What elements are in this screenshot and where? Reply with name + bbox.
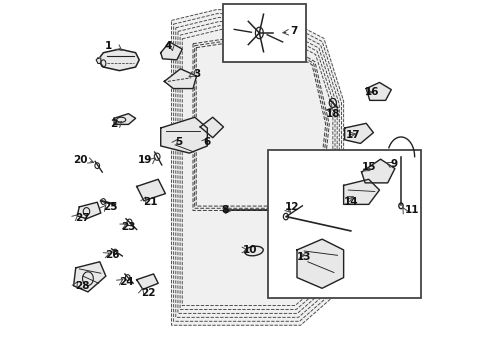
- Text: 13: 13: [297, 252, 312, 262]
- Polygon shape: [96, 58, 101, 63]
- Polygon shape: [114, 114, 136, 125]
- Text: 22: 22: [141, 288, 155, 298]
- Text: 3: 3: [193, 69, 200, 79]
- Polygon shape: [344, 123, 373, 143]
- Text: 28: 28: [74, 281, 89, 291]
- Text: 20: 20: [73, 155, 87, 165]
- Polygon shape: [297, 239, 343, 288]
- Text: 4: 4: [164, 41, 171, 50]
- Text: 5: 5: [175, 138, 182, 147]
- Text: 6: 6: [204, 138, 211, 147]
- Text: 8: 8: [221, 206, 229, 216]
- Polygon shape: [366, 82, 392, 100]
- Text: 12: 12: [285, 202, 299, 212]
- Text: 23: 23: [122, 222, 136, 231]
- Text: 2: 2: [110, 120, 118, 129]
- Polygon shape: [200, 117, 223, 138]
- Text: 9: 9: [390, 159, 397, 169]
- Text: 27: 27: [74, 213, 89, 222]
- Polygon shape: [161, 117, 207, 153]
- Text: 15: 15: [362, 162, 376, 172]
- Text: 1: 1: [105, 41, 112, 50]
- Polygon shape: [164, 69, 196, 89]
- Bar: [223, 4, 306, 62]
- Polygon shape: [137, 179, 166, 201]
- Text: 24: 24: [120, 277, 134, 287]
- Text: 25: 25: [103, 202, 118, 212]
- Polygon shape: [343, 179, 379, 204]
- Polygon shape: [362, 159, 395, 183]
- Text: 7: 7: [290, 26, 297, 36]
- Polygon shape: [98, 49, 139, 71]
- Polygon shape: [77, 202, 101, 219]
- Polygon shape: [172, 10, 343, 325]
- Polygon shape: [137, 274, 158, 289]
- Text: 17: 17: [345, 130, 360, 140]
- Text: 10: 10: [243, 245, 258, 255]
- Text: 14: 14: [343, 197, 358, 207]
- Bar: [269, 149, 421, 298]
- Text: 26: 26: [105, 250, 120, 260]
- Text: 11: 11: [405, 206, 419, 216]
- Text: 21: 21: [143, 197, 157, 207]
- Text: 16: 16: [365, 87, 380, 97]
- Polygon shape: [74, 262, 106, 292]
- Polygon shape: [161, 42, 182, 60]
- Text: 18: 18: [326, 109, 340, 119]
- Polygon shape: [225, 208, 229, 213]
- Ellipse shape: [245, 246, 263, 256]
- Text: 19: 19: [137, 155, 152, 165]
- Polygon shape: [379, 157, 394, 168]
